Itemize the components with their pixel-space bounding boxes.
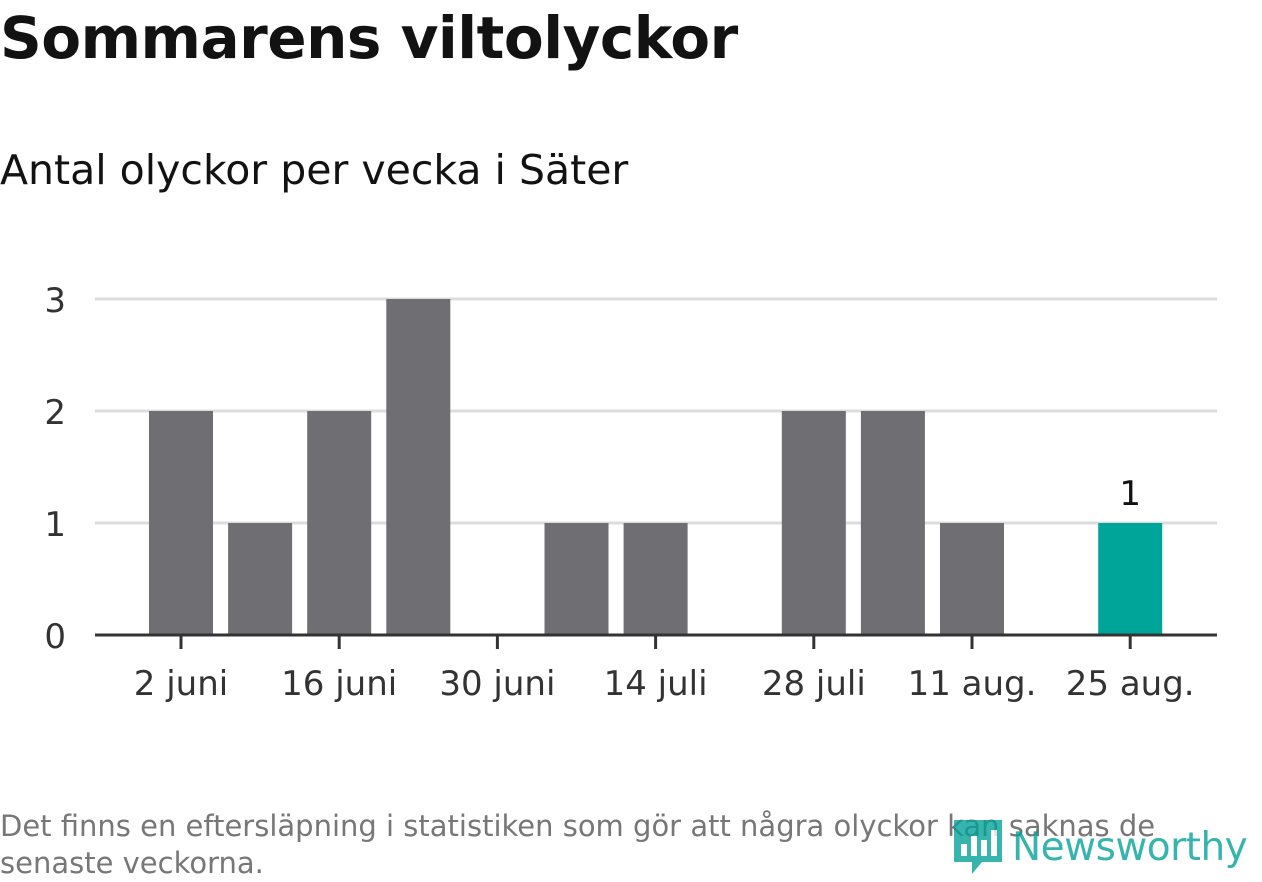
chart-title: Sommarens viltolyckor [0,4,738,72]
x-tick-label: 25 aug. [1066,664,1195,704]
y-tick-label: 0 [44,617,66,657]
bar [940,523,1004,635]
bar [386,299,451,635]
newsworthy-logo-icon [954,820,1002,874]
chart-subtitle: Antal olyckor per vecka i Säter [0,146,629,194]
bar [307,411,372,635]
bar [623,523,688,635]
logo-text: Newsworthy [1012,824,1248,870]
x-tick-label: 28 juli [762,664,866,704]
axes [95,633,1217,649]
x-tick-label: 2 juni [134,664,228,704]
x-tick-label: 16 juni [281,664,397,704]
bar [544,523,609,635]
y-tick-label: 3 [44,281,66,321]
data-label: 1 [1119,474,1141,514]
bar [1098,523,1163,635]
bar [228,523,293,635]
x-tick-label: 11 aug. [908,664,1037,704]
y-tick-label: 2 [44,393,66,433]
bar [149,411,213,635]
grid-lines [95,297,1217,525]
bars [149,299,1163,635]
x-tick-label: 30 juni [439,664,555,704]
y-tick-label: 1 [44,505,66,545]
newsworthy-logo: Newsworthy [952,816,1248,878]
bar [781,411,846,635]
x-tick-label: 14 juli [604,664,708,704]
bar [860,411,925,635]
